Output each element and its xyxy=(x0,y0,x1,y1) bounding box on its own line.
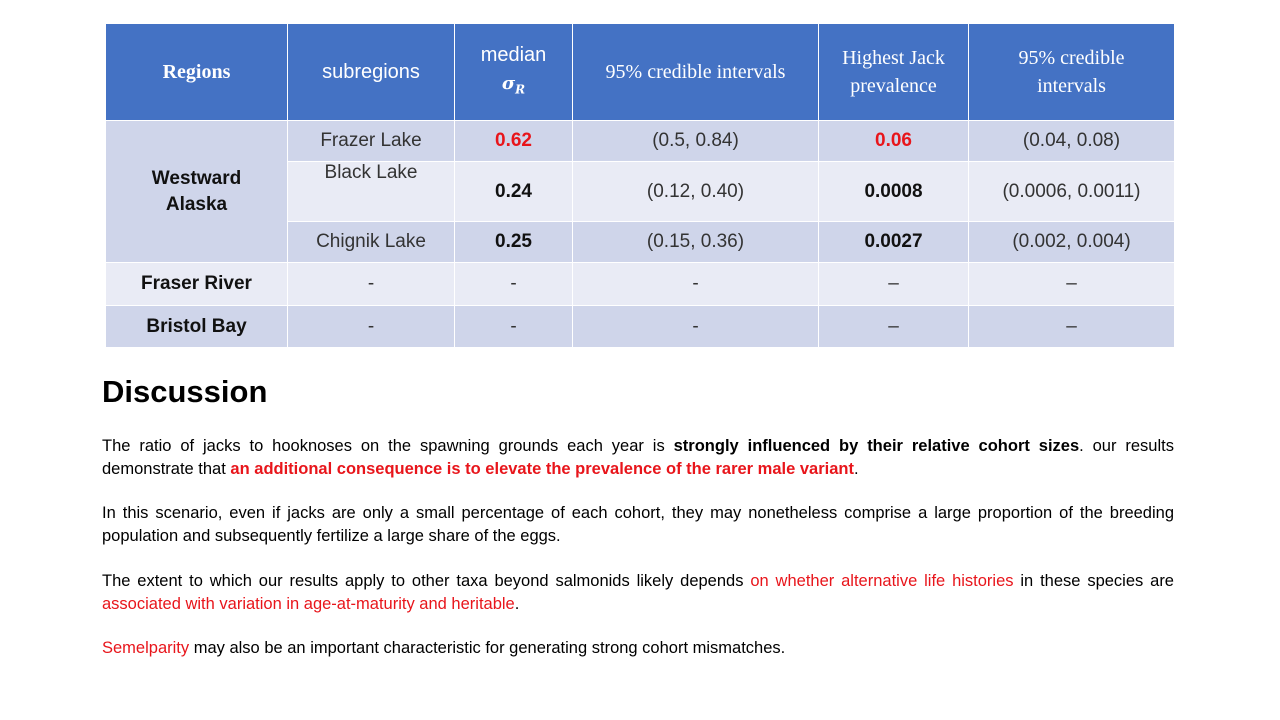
jack-ci-cell: (0.04, 0.08) xyxy=(968,120,1175,162)
ci-cell: (0.5, 0.84) xyxy=(572,120,819,162)
sigma-symbol: σR xyxy=(501,72,526,97)
results-table: Regions subregions median σR 95% credibl… xyxy=(105,23,1175,348)
median-cell: - xyxy=(454,262,573,306)
subregion-cell: - xyxy=(287,262,455,306)
table-row: Westward Alaska Frazer Lake 0.62 (0.5, 0.… xyxy=(105,120,1175,263)
median-cell: 0.25 xyxy=(454,221,573,263)
median-cell: 0.62 xyxy=(454,120,573,162)
median-cell: 0.24 xyxy=(454,161,573,222)
ci-cell: - xyxy=(572,262,819,306)
jack-prevalence-cell: 0.0027 xyxy=(818,221,969,263)
ci-cell: - xyxy=(572,305,819,348)
table-row: Fraser River - - - – – xyxy=(105,262,1175,306)
jack-prevalence-cell: 0.0008 xyxy=(818,161,969,222)
table-header-row: Regions subregions median σR 95% credibl… xyxy=(105,23,1175,121)
jack-ci-cell: – xyxy=(968,262,1175,306)
header-jack-prevalence: Highest Jack prevalence xyxy=(818,23,969,121)
discussion-paragraph-3: The extent to which our results apply to… xyxy=(102,572,1174,613)
ci-cell: (0.15, 0.36) xyxy=(572,221,819,263)
jack-ci-cell: (0.002, 0.004) xyxy=(968,221,1175,263)
jack-ci-cell: (0.0006, 0.0011) xyxy=(968,161,1175,222)
subregion-cell: Black Lake xyxy=(287,161,455,222)
subregion-cell: Chignik Lake xyxy=(287,221,455,263)
median-cell: - xyxy=(454,305,573,348)
region-westward-alaska: Westward Alaska xyxy=(105,120,288,263)
subregion-cell: Frazer Lake xyxy=(287,120,455,162)
header-median: median xyxy=(480,43,547,66)
discussion-paragraph-1: The ratio of jacks to hooknoses on the s… xyxy=(102,437,1174,478)
jack-ci-cell: – xyxy=(968,305,1175,348)
subregion-cell: - xyxy=(287,305,455,348)
discussion-heading: Discussion xyxy=(102,374,268,409)
jack-prevalence-cell: – xyxy=(818,262,969,306)
discussion-paragraph-4: Semelparity may also be an important cha… xyxy=(102,639,786,657)
header-credible-intervals: 95% credible intervals xyxy=(572,23,819,121)
header-median-sigma: median σR xyxy=(454,23,573,121)
discussion-paragraph-2: In this scenario, even if jacks are only… xyxy=(102,504,1174,545)
table-row: Chignik Lake 0.25 (0.15, 0.36) 0.0027 (0… xyxy=(106,221,1175,263)
header-subregions: subregions xyxy=(287,23,455,121)
jack-prevalence-cell: – xyxy=(818,305,969,348)
region-fraser-river: Fraser River xyxy=(105,262,288,306)
table-row: Bristol Bay - - - – – xyxy=(105,305,1175,348)
region-bristol-bay: Bristol Bay xyxy=(105,305,288,348)
table-row: Black Lake 0.24 (0.12, 0.40) 0.0008 (0.0… xyxy=(106,161,1175,222)
header-jack-credible-intervals: 95% credible intervals xyxy=(968,23,1175,121)
ci-cell: (0.12, 0.40) xyxy=(572,161,819,222)
jack-prevalence-cell: 0.06 xyxy=(818,120,969,162)
header-regions: Regions xyxy=(105,23,288,121)
